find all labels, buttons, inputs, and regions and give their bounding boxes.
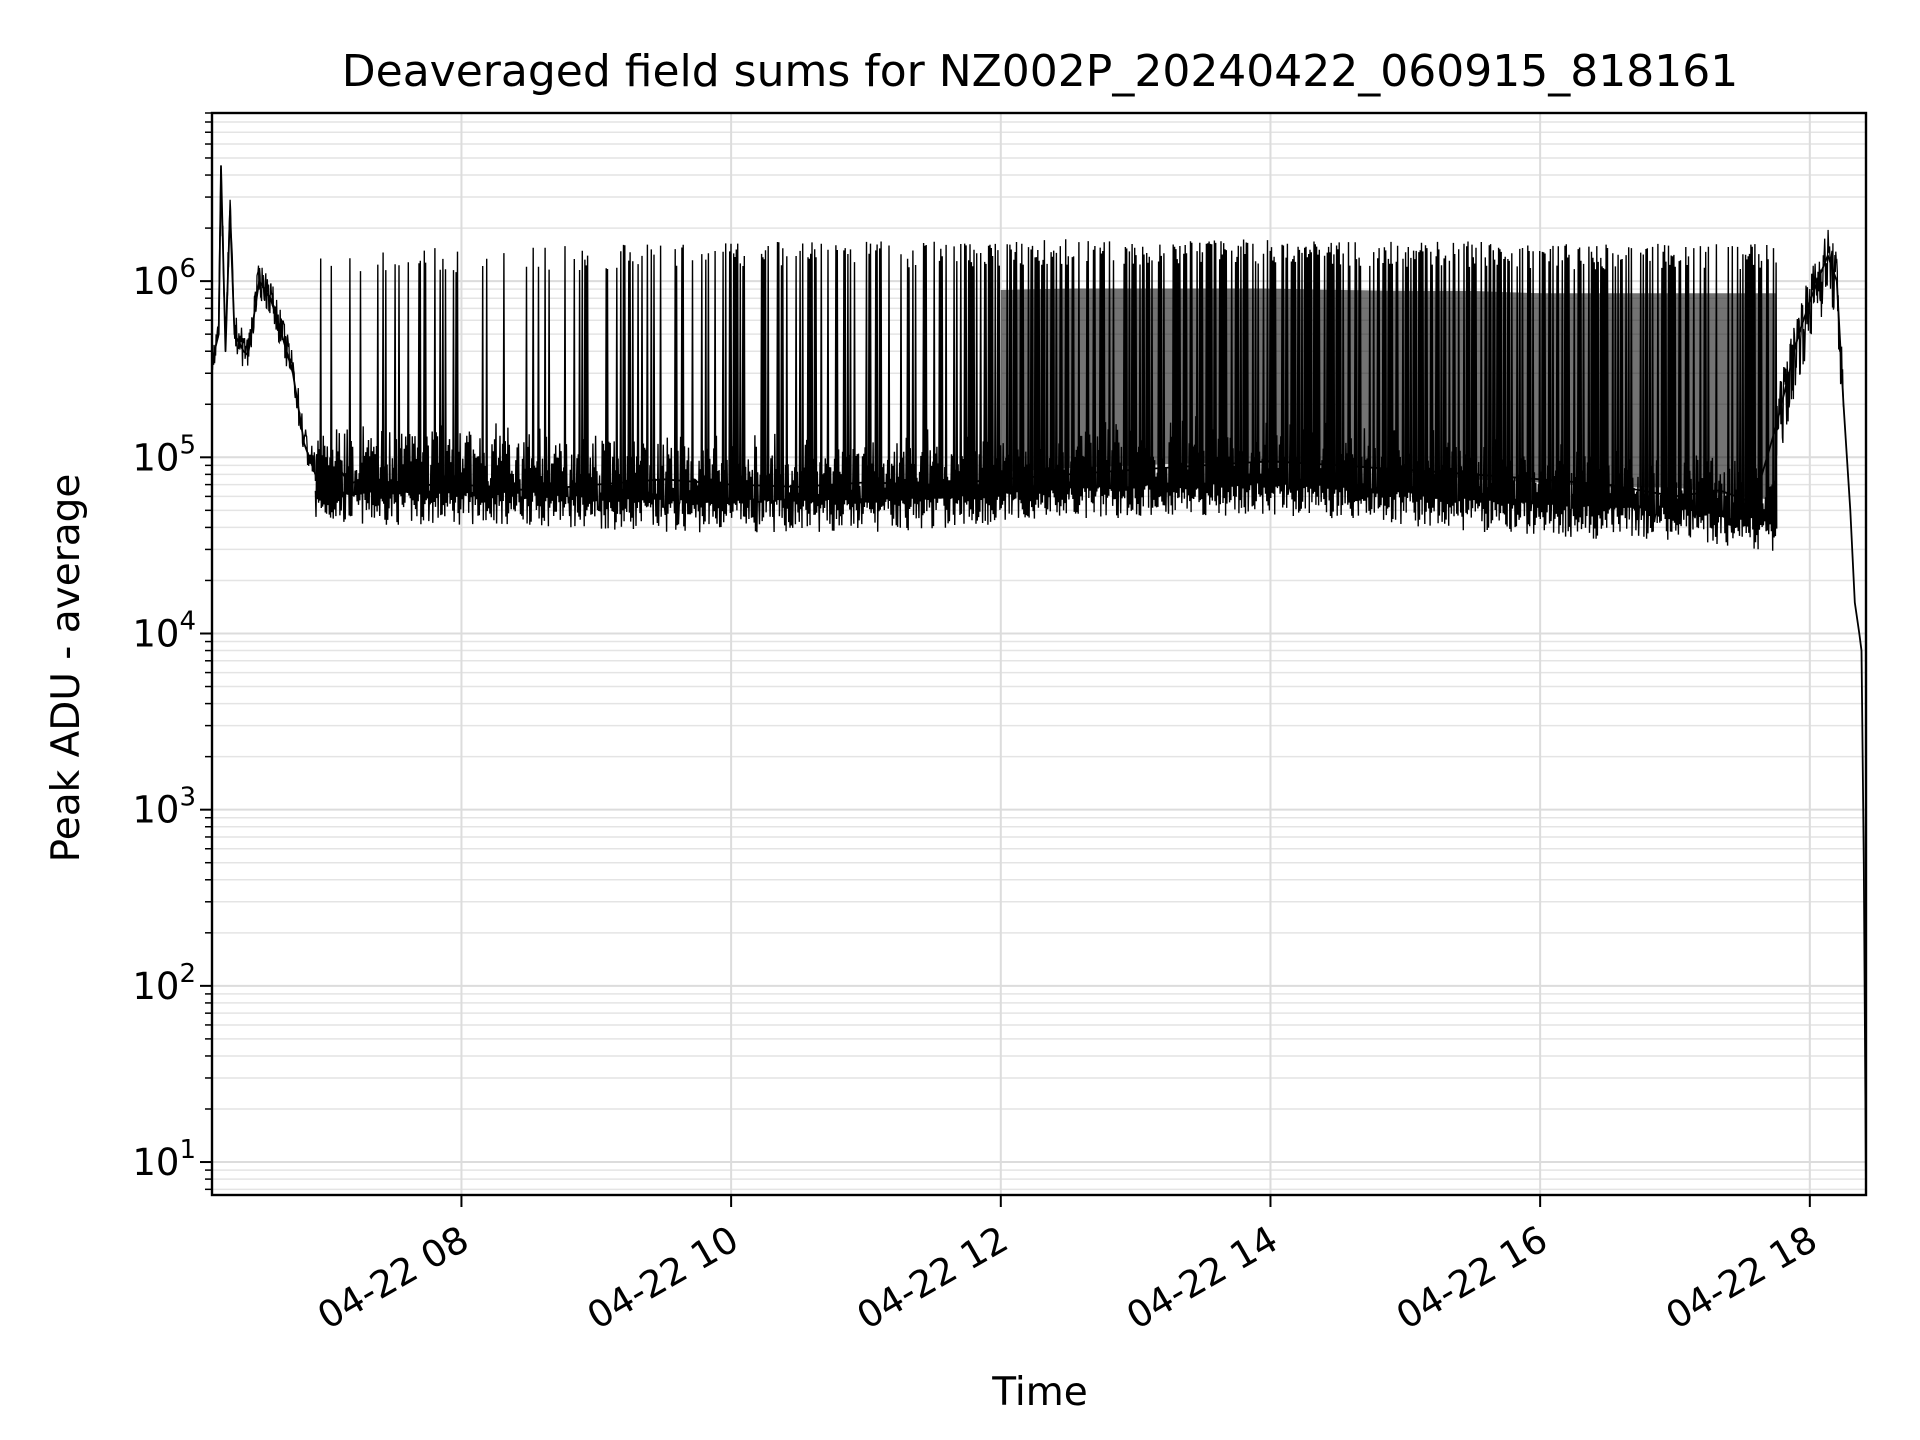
y-tick-label: 106: [132, 254, 196, 303]
series-jitter-start: [211, 168, 317, 482]
envelope-dense-fill: [1000, 288, 1777, 501]
y-tick-label: 101: [132, 1135, 196, 1184]
y-tick-label: 105: [132, 430, 196, 479]
plot-frame: [210, 111, 1868, 1197]
y-tick-label: 103: [132, 783, 196, 832]
y-axis-label: Peak ADU - average: [44, 474, 89, 863]
x-axis-label: Time: [991, 1370, 1087, 1415]
chart-title: Deaveraged field sums for NZ002P_2024042…: [342, 46, 1738, 97]
series-jitter-end: [1775, 229, 1845, 456]
y-tick-label: 104: [132, 606, 196, 655]
y-tick-label: 102: [132, 959, 196, 1008]
data-layer: [211, 165, 1867, 1192]
